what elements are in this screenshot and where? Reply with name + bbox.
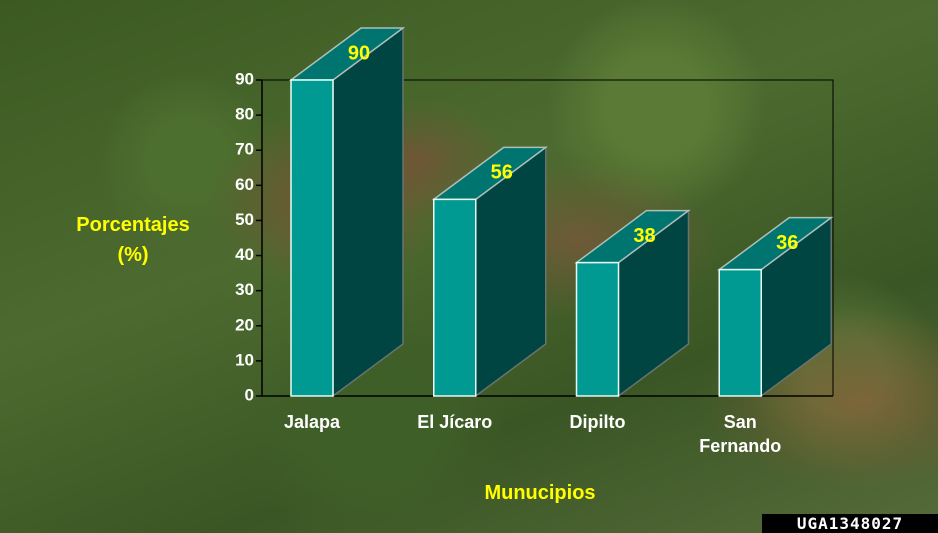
value-label: 56 — [491, 162, 513, 184]
value-label: 36 — [776, 232, 798, 254]
value-label: 90 — [348, 42, 370, 64]
watermark: UGA1348027 — [762, 514, 938, 533]
y-tick-label: 40 — [235, 245, 254, 264]
plot-frame — [262, 79, 834, 396]
y-tick-label: 60 — [235, 175, 254, 194]
bar-front — [575, 261, 620, 397]
x-tick-label: Dipilto — [569, 412, 626, 432]
x-axis-title: Munucipios — [484, 482, 596, 504]
bar-front — [290, 79, 334, 397]
x-tick-label: San Fernando — [699, 412, 782, 456]
bar — [288, 26, 406, 398]
bar-front — [433, 198, 477, 397]
value-label: 38 — [633, 225, 655, 247]
y-tick-label: 90 — [235, 69, 254, 88]
bar — [574, 209, 691, 398]
y-tick-label: 0 — [245, 385, 254, 404]
y-tick-label: 10 — [235, 350, 254, 369]
y-tick-label: 20 — [235, 315, 254, 334]
y-tick-label: 80 — [235, 105, 254, 124]
y-tick-label: 50 — [235, 210, 254, 229]
y-tick-label: 70 — [235, 140, 254, 159]
bar — [431, 145, 549, 398]
x-tick-label: Jalapa — [283, 412, 341, 432]
bar — [716, 216, 834, 398]
bar-front — [718, 268, 762, 397]
y-tick-label: 30 — [235, 280, 254, 299]
bar-side — [332, 26, 404, 398]
x-tick-label: El Jícaro — [417, 412, 493, 432]
y-axis-title: Porcentajes (%) — [76, 214, 190, 266]
